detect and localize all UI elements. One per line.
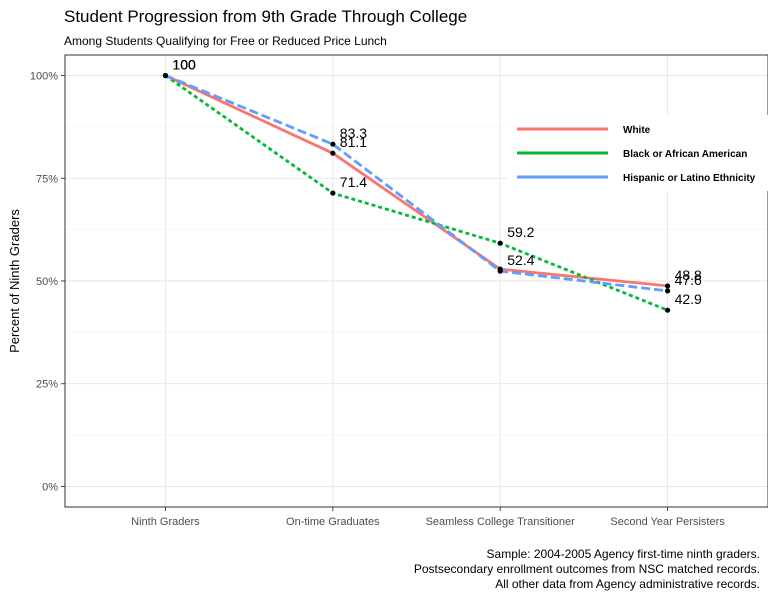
data-label: 42.9 [675,291,702,307]
data-point [664,288,671,294]
caption-line: All other data from Agency administrativ… [495,577,760,591]
legend-label: White [623,125,651,136]
data-label: 52.4 [507,252,534,268]
x-tick-label: On-time Graduates [286,516,380,528]
data-label: 100 [172,57,196,73]
data-label: 83.3 [340,125,367,141]
data-point [330,141,336,147]
data-label: 47.6 [675,272,702,288]
data-label: 100 [172,57,196,73]
chart-title: Student Progression from 9th Grade Throu… [64,7,468,26]
y-tick-label: 0% [42,481,58,493]
series-line [164,74,668,293]
y-axis-title: Percent of Ninth Graders [7,209,22,353]
chart-caption: Sample: 2004-2005 Agency first-time nint… [260,547,760,592]
y-tick-label: 75% [36,173,58,185]
y-tick-label: 25% [36,379,58,391]
data-point [664,283,671,289]
panel-border [64,54,768,508]
x-tick-label: Seamless College Transitioner [426,516,576,528]
y-tick-label: 100% [30,71,58,83]
data-point [330,190,336,196]
data-label: 100 [172,57,196,73]
x-tick-label: Ninth Graders [131,516,200,528]
series-line [164,74,669,312]
y-tick-label: 50% [36,276,58,288]
caption-line: Sample: 2004-2005 Agency first-time nint… [486,547,760,561]
data-point [330,150,336,156]
data-point [162,72,169,79]
data-label: 71.4 [340,174,367,190]
chart-subtitle: Among Students Qualifying for Free or Re… [64,34,387,48]
data-point [497,268,503,274]
legend-label: Black or African American [623,149,747,160]
data-label: 59.2 [507,224,534,240]
caption-line: Postsecondary enrollment outcomes from N… [413,562,760,576]
data-point [497,240,503,246]
data-point [664,307,671,313]
legend-label: Hispanic or Latino Ethnicity [623,173,756,184]
data-label: 48.8 [675,267,702,283]
x-tick-label: Second Year Persisters [610,516,725,528]
data-label: 81.1 [340,134,367,150]
